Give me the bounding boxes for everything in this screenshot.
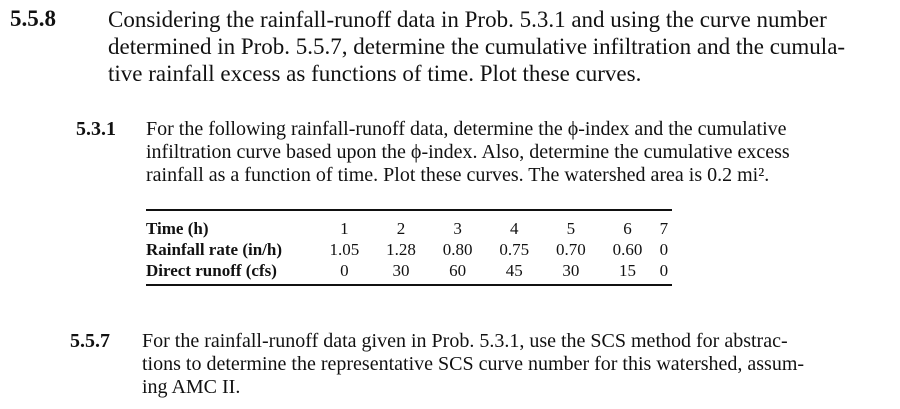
table-cell: 0.75: [499, 240, 530, 259]
table-cell: 15: [618, 261, 636, 280]
table-cell: 4: [509, 219, 519, 238]
table-cell: 1: [340, 219, 349, 238]
row-header: Time (h): [146, 219, 209, 238]
statement-line: For the rainfall-runoff data given in Pr…: [142, 330, 788, 352]
problem-statement: For the rainfall-runoff data given in Pr…: [142, 330, 804, 398]
table-cell: 0: [659, 261, 669, 280]
problem-number: 5.5.8: [10, 6, 56, 31]
problem-number: 5.5.7: [70, 330, 110, 352]
row-header: Rainfall rate (in/h): [146, 240, 282, 259]
table-cell: 30: [562, 261, 580, 280]
statement-line: infiltration curve based upon the ϕ-inde…: [146, 141, 790, 164]
table-cell: 7: [659, 219, 669, 238]
table-cell: 45: [505, 261, 523, 280]
table-cell: 0.80: [442, 240, 473, 259]
table-row: Direct runoff (cfs) 0 30 60 45 30 15 0: [146, 260, 672, 285]
table-cell: 0: [340, 261, 349, 280]
table-cell: 2: [396, 219, 406, 238]
statement-line: ing AMC II.: [142, 375, 241, 398]
table-cell: 1.05: [329, 240, 360, 259]
table-row: Rainfall rate (in/h) 1.05 1.28 0.80 0.75…: [146, 239, 672, 260]
statement-line: tive rainfall excess as functions of tim…: [108, 61, 642, 87]
statement-line: For the following rainfall-runoff data, …: [146, 118, 787, 140]
table-cell: 60: [449, 261, 467, 280]
table-cell: 6: [623, 219, 632, 238]
table-cell: 30: [392, 261, 410, 280]
table-row: Time (h) 1 2 3 4 5 6 7: [146, 210, 672, 239]
problem-number: 5.3.1: [76, 118, 116, 140]
table-cell: 0.70: [555, 240, 586, 259]
table-cell: 1.28: [386, 240, 416, 259]
problem-statement: For the following rainfall-runoff data, …: [146, 118, 790, 188]
row-header: Direct runoff (cfs): [146, 261, 277, 280]
statement-line: rainfall as a function of time. Plot the…: [146, 164, 770, 187]
statement-line: determined in Prob. 5.5.7, determine the…: [108, 34, 846, 60]
table-cell: 3: [453, 219, 462, 238]
table-cell: 0: [659, 240, 669, 259]
statement-line: tions to determine the representative SC…: [142, 352, 805, 375]
statement-line: Considering the rainfall-runoff data in …: [108, 7, 827, 32]
table-cell: 5: [566, 219, 576, 238]
problem-statement: Considering the rainfall-runoff data in …: [108, 6, 845, 87]
table-cell: 0.60: [612, 240, 643, 259]
rainfall-runoff-table: Time (h) 1 2 3 4 5 6 7 Rainfall rate (in…: [146, 209, 672, 286]
